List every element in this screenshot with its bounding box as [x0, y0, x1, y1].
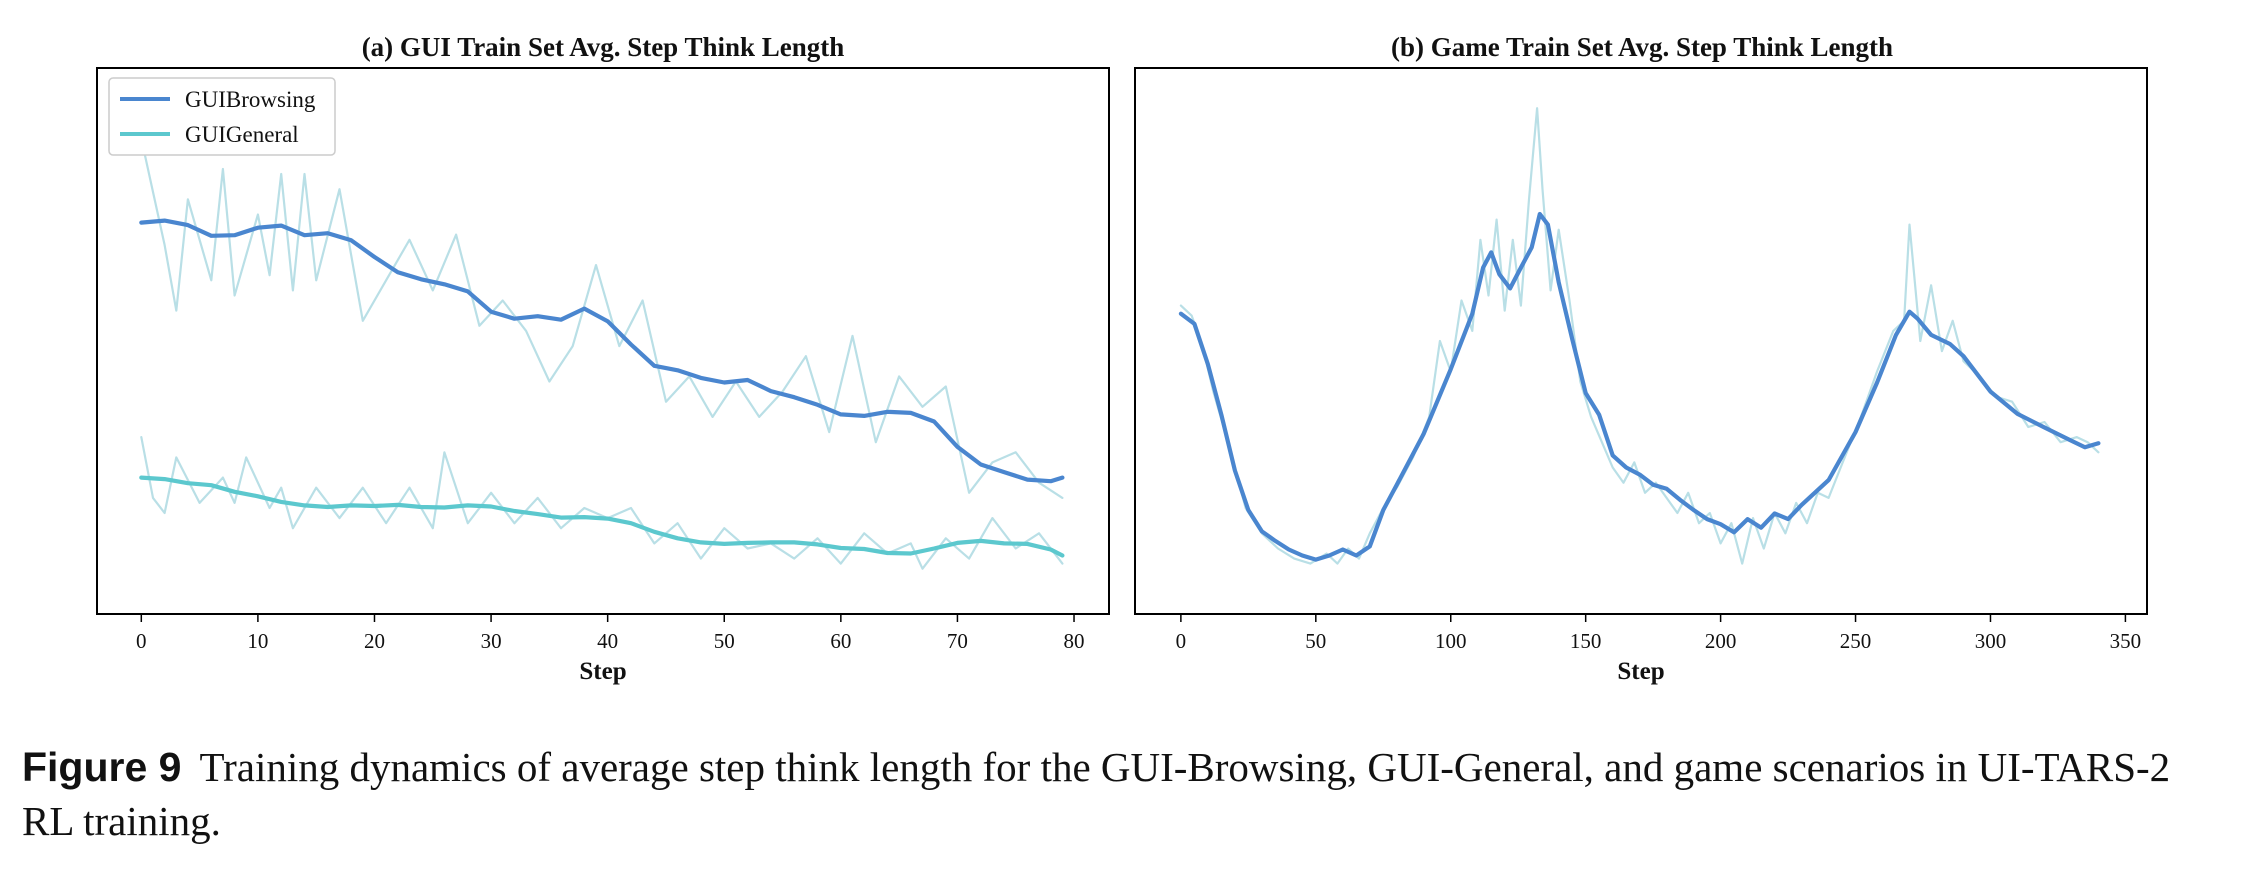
x-tick-label: 70	[947, 629, 968, 653]
chart-panel-b: (b) Game Train Set Avg. Step Think Lengt…	[1134, 32, 2148, 685]
figure-canvas: (a) GUI Train Set Avg. Step Think Length…	[96, 32, 2148, 685]
chart-b-frame	[1134, 67, 2148, 615]
chart-b-x-axis: 0 50 100 150 200 250 300 350	[1176, 614, 2142, 653]
x-tick-label: 80	[1064, 629, 1085, 653]
x-tick-label: 30	[481, 629, 502, 653]
figure-caption: Figure 9 Training dynamics of average ste…	[22, 740, 2227, 848]
chart-a-frame	[96, 67, 1110, 615]
x-tick-label: 40	[597, 629, 618, 653]
x-tick-label: 150	[1570, 629, 1602, 653]
chart-b-plot	[1178, 107, 2101, 565]
caption-label: Figure 9	[22, 744, 182, 790]
x-tick-label: 10	[247, 629, 268, 653]
series-smoothed-line-0-0	[139, 218, 1065, 484]
x-tick-label: 0	[136, 629, 147, 653]
x-tick-label: 250	[1840, 629, 1872, 653]
series-smoothed-line-1-0	[1178, 211, 2101, 562]
series-raw-line-0-2	[140, 436, 1064, 570]
x-tick-label: 300	[1975, 629, 2007, 653]
x-tick-label: 0	[1176, 629, 1187, 653]
chart-b-xlabel: Step	[1617, 658, 1664, 685]
legend-label-guigeneral: GUIGeneral	[185, 122, 299, 147]
caption-text: Training dynamics of average step think …	[22, 744, 2171, 844]
series-raw-line-1-0	[1179, 107, 2100, 565]
chart-a-plot	[139, 137, 1065, 570]
chart-a-xlabel: Step	[579, 658, 626, 685]
chart-a-legend: GUIBrowsing GUIGeneral	[108, 77, 336, 156]
x-tick-label: 200	[1705, 629, 1737, 653]
chart-a-x-axis: 0 10 20 30 40 50 60 70 80	[136, 614, 1085, 653]
x-tick-label: 20	[364, 629, 385, 653]
series-raw-line-0-0	[140, 137, 1064, 499]
chart-b-title: (b) Game Train Set Avg. Step Think Lengt…	[1391, 32, 1893, 62]
series-smoothed-line-0-1	[139, 475, 1065, 558]
x-tick-label: 50	[1305, 629, 1326, 653]
legend-label-guibrowsing: GUIBrowsing	[185, 87, 316, 112]
chart-a-title: (a) GUI Train Set Avg. Step Think Length	[362, 32, 845, 62]
x-tick-label: 350	[2110, 629, 2142, 653]
x-tick-label: 100	[1435, 629, 1467, 653]
chart-panel-a: (a) GUI Train Set Avg. Step Think Length…	[96, 32, 1110, 685]
x-tick-label: 50	[714, 629, 735, 653]
x-tick-label: 60	[830, 629, 851, 653]
